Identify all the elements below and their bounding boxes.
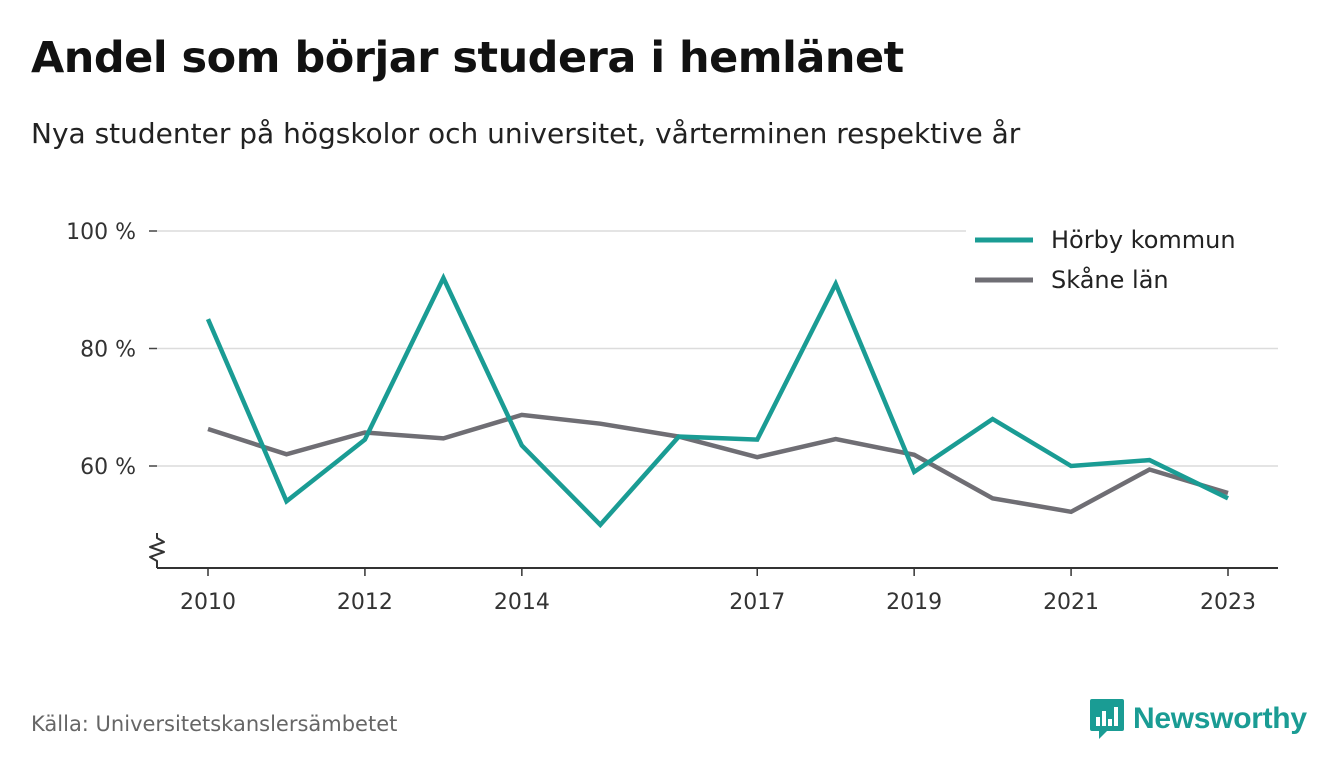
bar-chart-speech-bubble-icon: [1090, 699, 1124, 739]
series-lines: [205, 272, 1229, 529]
x-tick-label: 2010: [180, 590, 236, 615]
chart-subtitle: Nya studenter på högskolor och universit…: [31, 117, 1021, 150]
legend-background: [966, 269, 1284, 301]
x-tick-label: 2012: [337, 590, 393, 615]
y-tick-label: 60 %: [80, 455, 136, 480]
x-tick-label: 2019: [886, 590, 942, 615]
y-axis-ticks: 60 % 80 % 100 %: [66, 220, 157, 480]
y-axis-break-icon: [149, 533, 165, 568]
x-tick-label: 2014: [494, 590, 550, 615]
x-tick-label: 2021: [1043, 590, 1099, 615]
series-line: [205, 272, 1229, 529]
x-axis: [149, 533, 1278, 569]
x-tick-label: 2023: [1200, 590, 1256, 615]
legend-background: [966, 229, 1284, 261]
x-tick-label: 2017: [729, 590, 785, 615]
legend-label: Skåne län: [1051, 265, 1169, 294]
x-axis-ticks: 2010 2012 2014 2017 2019 2021 2023: [180, 568, 1256, 615]
brand-name: Newsworthy: [1133, 702, 1307, 735]
source-note: Källa: Universitetskanslersämbetet: [31, 712, 398, 736]
legend-label: Hörby kommun: [1051, 226, 1236, 254]
legend: Hörby kommun Skåne län: [966, 226, 1284, 301]
newsworthy-logo: Newsworthy: [1089, 697, 1307, 741]
series-line: [207, 412, 1229, 515]
y-tick-label: 80 %: [80, 338, 136, 363]
y-tick-label: 100 %: [66, 220, 136, 245]
chart-title: Andel som börjar studera i hemlänet: [31, 33, 904, 83]
